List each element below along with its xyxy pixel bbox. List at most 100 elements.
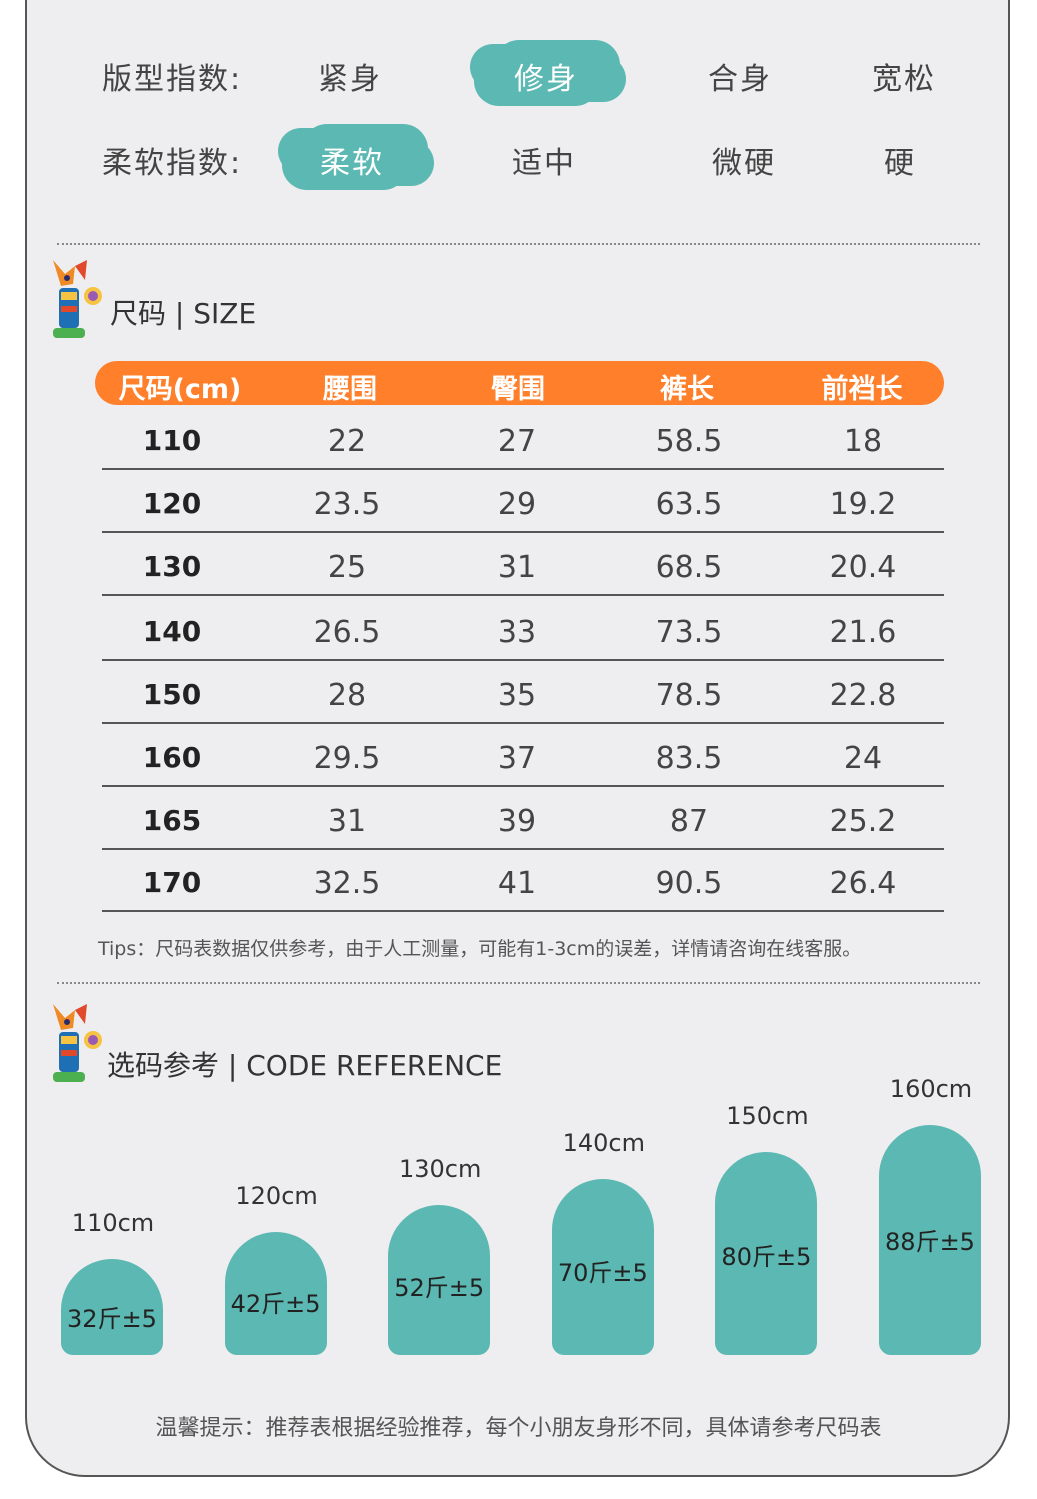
fit-option-regular: 合身 — [708, 62, 772, 97]
cell-size: 120 — [142, 487, 202, 520]
height-bar-group: 130cm 52斤±5 — [388, 1155, 492, 1355]
height-bar-group: 140cm 70斤±5 — [551, 1129, 656, 1355]
height-bar — [224, 1232, 327, 1355]
header-length: 裤长 — [660, 374, 714, 405]
table-row: 130 25 31 68.5 20.4 — [102, 532, 944, 596]
cell-front-rise: 24 — [843, 741, 883, 776]
cell-waist: 23.5 — [313, 487, 381, 522]
height-label: 120cm — [235, 1182, 318, 1211]
fit-index-row: 版型指数: 紧身 修身 合身 宽松 — [0, 40, 1037, 100]
cell-size: 170 — [142, 866, 202, 899]
fit-option-loose: 宽松 — [872, 62, 936, 97]
cell-size: 150 — [142, 678, 202, 711]
cell-hip: 33 — [497, 615, 537, 650]
cell-front-rise: 19.2 — [829, 487, 897, 522]
softness-option-hard: 硬 — [884, 146, 916, 181]
height-bar-group: 150cm 80斤±5 — [715, 1102, 819, 1355]
selected-cloud-badge — [482, 46, 612, 100]
weight-label: 52斤±5 — [394, 1274, 485, 1303]
selected-cloud-badge — [290, 130, 420, 184]
fit-option-tight: 紧身 — [318, 62, 382, 97]
cell-hip: 29 — [497, 487, 537, 522]
header-waist: 腰围 — [323, 374, 377, 405]
height-bar-group: 160cm 88斤±5 — [879, 1075, 983, 1355]
height-bar — [61, 1259, 163, 1355]
cell-waist: 32.5 — [313, 866, 381, 901]
weight-label: 80斤±5 — [721, 1243, 812, 1272]
code-reference-title: 选码参考 | CODE REFERENCE — [107, 1049, 503, 1082]
cell-length: 68.5 — [655, 550, 723, 585]
cell-hip: 35 — [497, 678, 537, 713]
weight-label: 42斤±5 — [230, 1289, 321, 1318]
table-row: 160 29.5 37 83.5 24 — [102, 723, 944, 787]
cell-length: 63.5 — [655, 487, 723, 522]
height-bar — [715, 1151, 818, 1355]
cell-length: 83.5 — [655, 741, 723, 776]
softness-index-row: 柔软指数: 柔软 适中 微硬 硬 — [0, 124, 1037, 184]
size-guide-card — [25, 0, 1010, 1477]
cell-length: 90.5 — [655, 866, 723, 901]
cell-waist: 29.5 — [313, 741, 381, 776]
table-row: 140 26.5 33 73.5 21.6 — [102, 597, 944, 661]
table-row: 110 22 27 58.5 18 — [102, 406, 944, 470]
softness-option-medium: 适中 — [512, 146, 576, 181]
cell-length: 78.5 — [655, 678, 723, 713]
cell-waist: 25 — [327, 550, 367, 585]
cell-size: 140 — [142, 615, 202, 648]
cell-front-rise: 21.6 — [829, 615, 897, 650]
table-row: 170 32.5 41 90.5 26.4 — [102, 848, 944, 912]
height-label: 110cm — [71, 1209, 155, 1237]
fox-mascot-icon — [53, 260, 102, 338]
height-bar — [388, 1205, 491, 1355]
cell-hip: 27 — [497, 424, 537, 459]
cell-waist: 26.5 — [313, 615, 381, 650]
height-bar-group: 110cm 32斤±5 — [61, 1209, 165, 1355]
height-label: 160cm — [889, 1075, 973, 1103]
divider — [57, 982, 980, 984]
softness-option-slightly-hard: 微硬 — [712, 146, 776, 181]
height-label: 140cm — [562, 1128, 645, 1157]
cell-hip: 37 — [497, 741, 537, 776]
table-row: 150 28 35 78.5 22.8 — [102, 660, 944, 724]
fit-option-slim: 修身 — [514, 62, 578, 97]
cell-length: 87 — [669, 804, 709, 839]
fit-index-label: 版型指数: — [102, 62, 243, 97]
table-row: 120 23.5 29 63.5 19.2 — [102, 469, 944, 533]
cell-front-rise: 20.4 — [829, 550, 897, 585]
weight-label: 88斤±5 — [885, 1227, 975, 1256]
cell-size: 160 — [142, 741, 202, 774]
cell-hip: 41 — [497, 866, 537, 901]
table-row: 165 31 39 87 25.2 — [102, 786, 944, 850]
size-table-header: 尺码(cm) 腰围 臀围 裤长 前裆长 — [95, 361, 944, 405]
cell-front-rise: 26.4 — [829, 866, 897, 901]
cell-size: 165 — [142, 804, 202, 837]
height-label: 130cm — [398, 1155, 482, 1184]
cell-size: 110 — [142, 424, 202, 457]
cell-hip: 31 — [497, 550, 537, 585]
divider — [57, 243, 980, 245]
softness-option-soft: 柔软 — [320, 146, 384, 181]
softness-index-label: 柔软指数: — [102, 146, 243, 181]
weight-label: 70斤±5 — [557, 1258, 648, 1287]
height-label: 150cm — [726, 1101, 809, 1130]
reference-note: 温馨提示：推荐表根据经验推荐，每个小朋友身形不同，具体请参考尺码表 — [155, 1416, 882, 1441]
height-bar — [551, 1178, 654, 1355]
header-front-rise: 前裆长 — [821, 374, 903, 405]
fox-mascot-icon — [53, 1004, 102, 1082]
cell-length: 58.5 — [655, 424, 723, 459]
cell-length: 73.5 — [655, 615, 723, 650]
cell-front-rise: 18 — [843, 424, 883, 459]
header-hip: 臀围 — [491, 374, 545, 405]
cell-size: 130 — [142, 550, 202, 583]
cell-waist: 31 — [327, 804, 367, 839]
size-tips: Tips：尺码表数据仅供参考，由于人工测量，可能有1-3cm的误差，详情请咨询在… — [98, 938, 862, 960]
height-bar-group: 120cm 42斤±5 — [224, 1182, 329, 1355]
height-bar — [879, 1125, 981, 1355]
cell-front-rise: 25.2 — [829, 804, 897, 839]
size-section-title: 尺码 | SIZE — [110, 297, 257, 330]
cell-waist: 22 — [327, 424, 367, 459]
header-size: 尺码(cm) — [118, 374, 242, 405]
weight-label: 32斤±5 — [67, 1305, 157, 1334]
cell-hip: 39 — [497, 804, 537, 839]
cell-waist: 28 — [327, 678, 367, 713]
